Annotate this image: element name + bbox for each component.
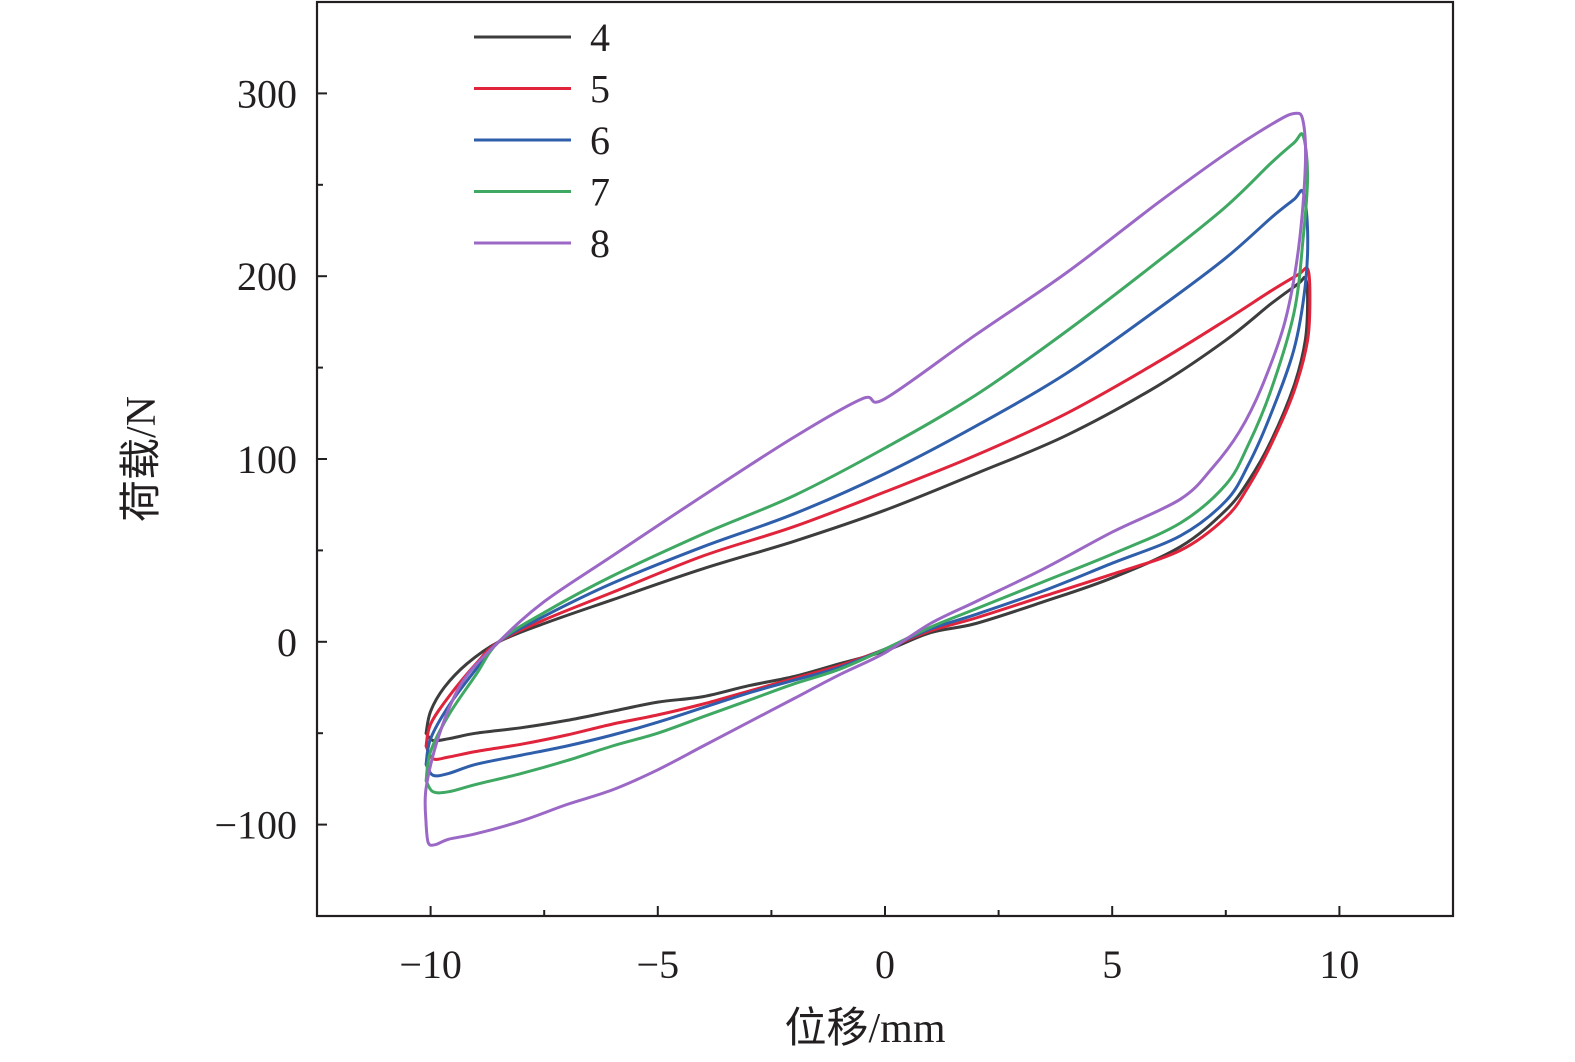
y-tick-label: 300 [237, 71, 297, 116]
legend-item-6: 6 [474, 118, 610, 163]
x-tick-label: −5 [637, 942, 680, 987]
legend-label: 7 [590, 170, 610, 215]
legend-label: 5 [590, 67, 610, 112]
y-tick-label: −100 [214, 803, 297, 848]
x-tick-label: −10 [399, 942, 462, 987]
series-line-5 [424, 266, 1312, 761]
y-tick-label: 0 [277, 620, 297, 665]
legend-item-8: 8 [474, 221, 610, 266]
legend-item-7: 7 [474, 170, 610, 215]
y-axis-label: 荷载/N [119, 396, 165, 522]
x-tick-label: 5 [1102, 942, 1122, 987]
series-line-8 [423, 111, 1308, 847]
series-line-4 [424, 275, 1310, 743]
legend: 4 5 6 7 8 [474, 15, 610, 266]
legend-item-4: 4 [474, 15, 610, 60]
axis-ticks: −10 −5 0 5 10 −100 0 100 200 300 [214, 71, 1359, 987]
x-axis-label: 位移/mm [784, 1005, 945, 1052]
legend-label: 4 [590, 15, 610, 60]
legend-label: 6 [590, 118, 610, 163]
series-line-7 [424, 132, 1310, 795]
y-tick-label: 100 [237, 437, 297, 482]
x-tick-label: 0 [875, 942, 895, 987]
legend-label: 8 [590, 221, 610, 266]
y-tick-label: 200 [237, 254, 297, 299]
x-tick-label: 10 [1319, 942, 1359, 987]
legend-item-5: 5 [474, 67, 610, 112]
plot-curves [423, 111, 1312, 847]
series-line-6 [424, 188, 1310, 778]
